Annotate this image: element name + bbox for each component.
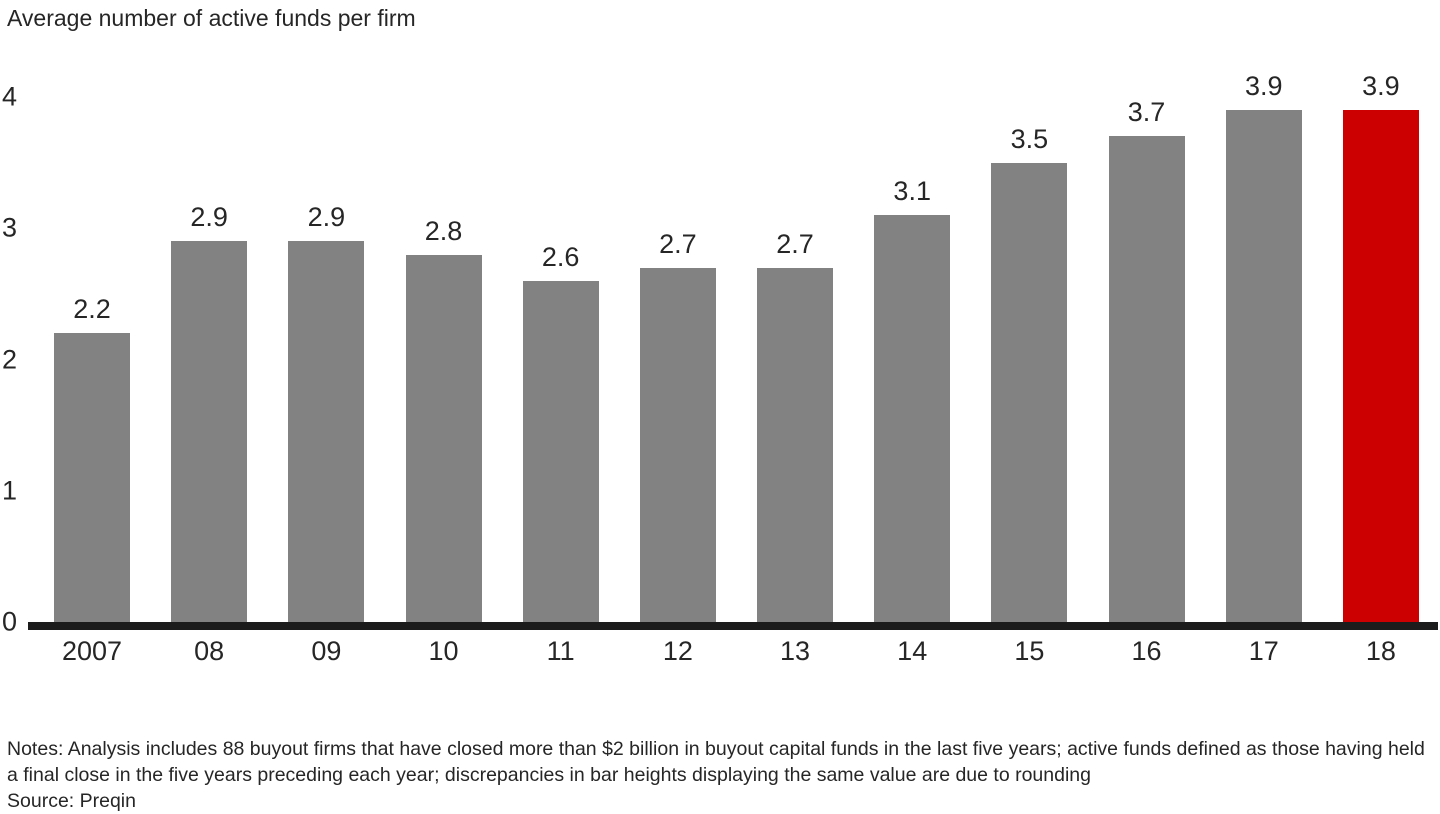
source-text: Source: Preqin bbox=[7, 790, 136, 812]
bar-column: 2.9 bbox=[171, 202, 248, 622]
bars: 2.2 2.9 2.9 2.8 2.6 2.7 2.7 3.1 3.5 3.7 3.9 3.9 bbox=[54, 73, 1419, 622]
bar-value-label: 2.8 bbox=[424, 215, 463, 246]
bar-value-label: 2.2 bbox=[73, 294, 111, 325]
bar-value-label: 3.7 bbox=[1127, 97, 1166, 128]
x-tick-label: 12 bbox=[662, 636, 693, 666]
bar bbox=[991, 162, 1068, 622]
x-tick-label: 14 bbox=[897, 636, 928, 666]
bar bbox=[54, 333, 130, 622]
bar-value-label: 2.9 bbox=[190, 202, 228, 233]
bar-column: 3.5 bbox=[991, 123, 1068, 622]
bar-column: 3.9 bbox=[1225, 71, 1302, 622]
bar-value-label: 3.5 bbox=[1010, 123, 1049, 154]
x-tick-label: 10 bbox=[428, 636, 459, 666]
bar bbox=[405, 254, 482, 622]
bar bbox=[639, 267, 716, 622]
x-tick-label: 09 bbox=[311, 636, 342, 666]
x-tick-label: 15 bbox=[1014, 636, 1045, 666]
bar-column: 3.9 bbox=[1342, 71, 1419, 622]
chart-title: Average number of active funds per firm bbox=[7, 5, 416, 31]
bar-value-label: 2.9 bbox=[307, 202, 346, 233]
y-tick-label: 4 bbox=[2, 81, 18, 112]
x-tick-label: 17 bbox=[1248, 636, 1279, 666]
bar-column: 3.1 bbox=[874, 176, 951, 622]
bar-value-label: 3.1 bbox=[893, 176, 931, 207]
bar bbox=[288, 241, 365, 622]
bar-column: 2.6 bbox=[522, 241, 599, 622]
bar bbox=[171, 241, 248, 622]
chart-footer: Notes: Analysis includes 88 buyout firms… bbox=[7, 736, 1435, 814]
bar-column: 2.9 bbox=[288, 202, 365, 622]
x-tick-label: 16 bbox=[1131, 636, 1162, 666]
notes-text: Notes: Analysis includes 88 buyout firms… bbox=[7, 738, 1425, 786]
bar-column: 2.2 bbox=[54, 296, 130, 622]
bar-column: 2.7 bbox=[639, 228, 716, 622]
bar-column: 3.7 bbox=[1108, 97, 1185, 622]
x-axis-line bbox=[28, 622, 1438, 630]
y-tick-label: 1 bbox=[2, 475, 18, 506]
x-tick-label: 11 bbox=[546, 636, 575, 666]
bar-column: 2.7 bbox=[757, 228, 834, 622]
bar bbox=[1108, 136, 1185, 622]
bar-value-label: 3.9 bbox=[1362, 71, 1400, 102]
x-tick-label: 13 bbox=[780, 636, 811, 666]
x-tick-label: 18 bbox=[1365, 636, 1396, 666]
bar-value-label: 3.9 bbox=[1244, 71, 1283, 102]
x-axis-labels: 2007 08 09 10 11 12 13 14 15 16 17 18 bbox=[54, 636, 1419, 667]
bar-value-label: 2.7 bbox=[776, 228, 814, 259]
bar bbox=[757, 267, 834, 622]
bar bbox=[874, 215, 951, 622]
bar-value-label: 2.7 bbox=[659, 228, 697, 259]
y-tick-label: 3 bbox=[2, 212, 18, 243]
bar-column: 2.8 bbox=[405, 215, 482, 622]
y-tick-label: 2 bbox=[2, 344, 18, 374]
bar bbox=[522, 280, 599, 622]
bar bbox=[1225, 110, 1302, 622]
bar-highlight bbox=[1342, 110, 1419, 622]
y-tick-label: 0 bbox=[2, 606, 18, 637]
bar-value-label: 2.6 bbox=[541, 241, 580, 272]
x-tick-label: 08 bbox=[194, 636, 225, 666]
x-tick-label: 2007 bbox=[61, 636, 123, 666]
